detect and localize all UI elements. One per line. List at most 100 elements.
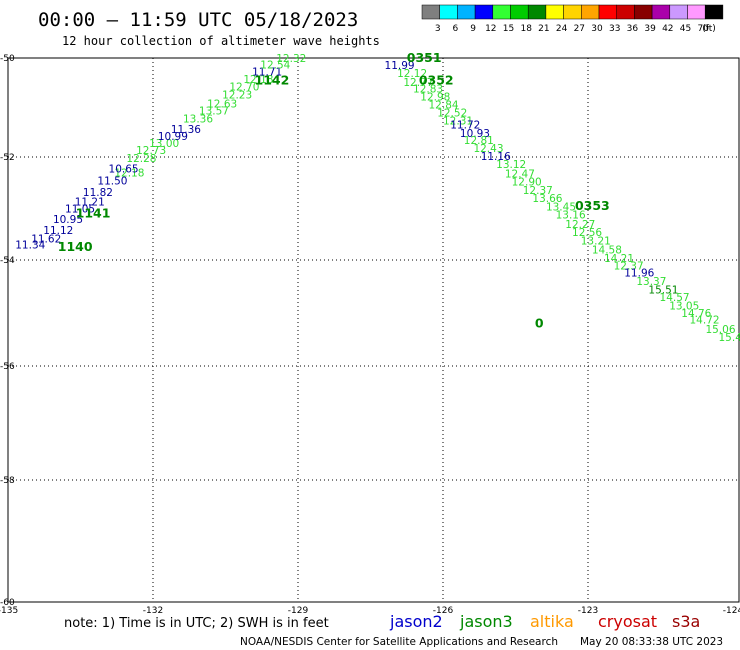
pass-time-label: 0353 (575, 198, 610, 213)
wave-height-value: 12.77 (403, 77, 433, 89)
wave-height-value: 13.57 (199, 105, 229, 117)
colorbar-swatch (687, 4, 706, 20)
colorbar-label: 21 (538, 24, 549, 34)
colorbar-label: 42 (662, 24, 673, 34)
wave-height-value: 14.58 (592, 245, 622, 257)
wave-height-value: 14.76 (681, 308, 711, 320)
wave-height-value: 13.00 (149, 138, 179, 150)
wave-height-value: 11.21 (75, 196, 105, 208)
colorbar-label: 24 (556, 24, 568, 34)
wave-height-value: 13.37 (636, 276, 666, 288)
wave-height-value: 12.27 (565, 219, 595, 231)
plot-grid (7, 57, 740, 603)
y-tick-label: -54 (0, 256, 15, 266)
wave-height-value: 11.34 (15, 240, 45, 252)
pass-time-label: 1141 (76, 206, 111, 221)
wave-height-value: 12.90 (512, 177, 542, 189)
wave-height-value: 14.57 (660, 292, 690, 304)
colorbar-label: (ft) (702, 24, 716, 34)
wave-height-value: 12.83 (413, 84, 443, 96)
x-tick-label: -135 (0, 606, 18, 616)
wave-height-value: 10.65 (109, 163, 139, 175)
wave-height-value: 15.51 (648, 285, 678, 297)
wave-height-value: 13.21 (581, 235, 611, 247)
colorbar-swatch (704, 4, 724, 20)
y-tick-label: -52 (0, 153, 15, 163)
satellite-legend: jason2 jason3 altika cryosat s3a (389, 612, 700, 631)
y-tick-label: -56 (0, 362, 15, 372)
wave-height-value: 12.63 (207, 99, 237, 111)
y-tick-label: -58 (0, 476, 15, 486)
y-tick-label: -60 (0, 598, 15, 608)
satellite-legend-s3a: s3a (672, 612, 700, 631)
wave-height-value: 12.18 (243, 74, 273, 86)
satellite-legend-cryosat: cryosat (598, 612, 657, 631)
satellite-legend-altika: altika (530, 612, 574, 631)
wave-height-value: 11.36 (171, 124, 201, 136)
colorbar-label: 36 (627, 24, 639, 34)
colorbar-label: 39 (644, 24, 656, 34)
chart-subtitle: 12 hour collection of altimeter wave hei… (62, 34, 380, 48)
wave-height-value: 12.47 (505, 168, 535, 180)
colorbar-swatch (510, 4, 529, 20)
wave-height-value: 15.06 (705, 324, 735, 336)
wave-height-value: 13.45 (546, 201, 576, 213)
wave-height-value: 11.71 (252, 66, 282, 78)
wave-height-value: 13.12 (496, 159, 526, 171)
colorbar-swatch (545, 4, 564, 20)
footer-credit: NOAA/NESDIS Center for Satellite Applica… (240, 636, 558, 648)
colorbar-swatch (634, 4, 653, 20)
wave-height-value: 11.96 (624, 268, 654, 280)
pass-time-label: 0351 (407, 50, 442, 65)
wave-height-value: 11.50 (97, 176, 127, 188)
colorbar-label: 27 (574, 24, 585, 34)
wave-height-value: 10.99 (158, 131, 188, 143)
colorbar-label: 45 (680, 24, 691, 34)
wave-height-value: 12.43 (473, 143, 503, 155)
colorbar-swatch (651, 4, 671, 20)
wave-height-value: 15.4 (719, 332, 740, 344)
wave-height-value: 13.66 (532, 193, 562, 205)
wave-height-value: 12.98 (420, 92, 450, 104)
wave-height-value: 13.36 (183, 113, 213, 125)
colorbar-swatch (457, 4, 476, 20)
colorbar-label: 12 (485, 24, 496, 34)
wave-height-value: 14.72 (690, 314, 720, 326)
colorbar-label: 3 (435, 24, 441, 34)
wave-height-value: 11.82 (83, 187, 113, 199)
wave-height-value: 12.37 (523, 185, 553, 197)
wave-height-value: 11.62 (31, 233, 61, 245)
axis-tick-labels: -50 -52 -54 -56 -58 -60-135 -132 -129 -126 -123 -1… (0, 54, 740, 616)
pass-time-label: 1142 (255, 72, 290, 87)
pass-time-label: 0 (535, 316, 544, 331)
colorbar-label: 6 (453, 24, 459, 34)
colorbar-swatch (527, 4, 547, 20)
pass-time-label: 0352 (419, 72, 454, 87)
wave-height-value: 12.23 (222, 90, 252, 102)
wave-height-value: 11.16 (481, 151, 511, 163)
wave-height-value: 12.18 (114, 167, 144, 179)
x-tick-label: -132 (143, 606, 163, 616)
pass-time-label: 1140 (58, 239, 93, 254)
colorbar-swatch (492, 4, 511, 20)
colorbar-label: 9 (470, 24, 476, 34)
colorbar-label: 30 (591, 24, 603, 34)
pass-time-labels: 1140 1141 1142 0351 0352 0353 0 (58, 50, 610, 331)
wave-height-value: 12.28 (126, 153, 156, 165)
colorbar-swatch (474, 4, 494, 20)
chart-title: 00:00 – 11:59 UTC 05/18/2023 (38, 9, 358, 31)
colorbar-swatch (581, 4, 600, 20)
x-tick-label: -129 (288, 606, 309, 616)
satellite-legend-jason2: jason2 (389, 612, 443, 631)
wave-height-value: 12.52 (437, 107, 467, 119)
wave-height-value: 10.95 (53, 214, 83, 226)
wave-height-observations: 11.3411.6211.1210.9511.0511.2111.8211.50… (15, 53, 740, 344)
colorbar-label: 18 (520, 24, 532, 34)
wave-height-value: 12.12 (397, 68, 427, 80)
satellite-legend-jason3: jason3 (459, 612, 513, 631)
colorbar-label: 15 (503, 24, 514, 34)
wave-height-value: 10.93 (460, 128, 490, 140)
colorbar-swatch (598, 4, 617, 20)
y-tick-label: -50 (0, 54, 15, 64)
wave-height-value: 12.54 (260, 59, 290, 71)
